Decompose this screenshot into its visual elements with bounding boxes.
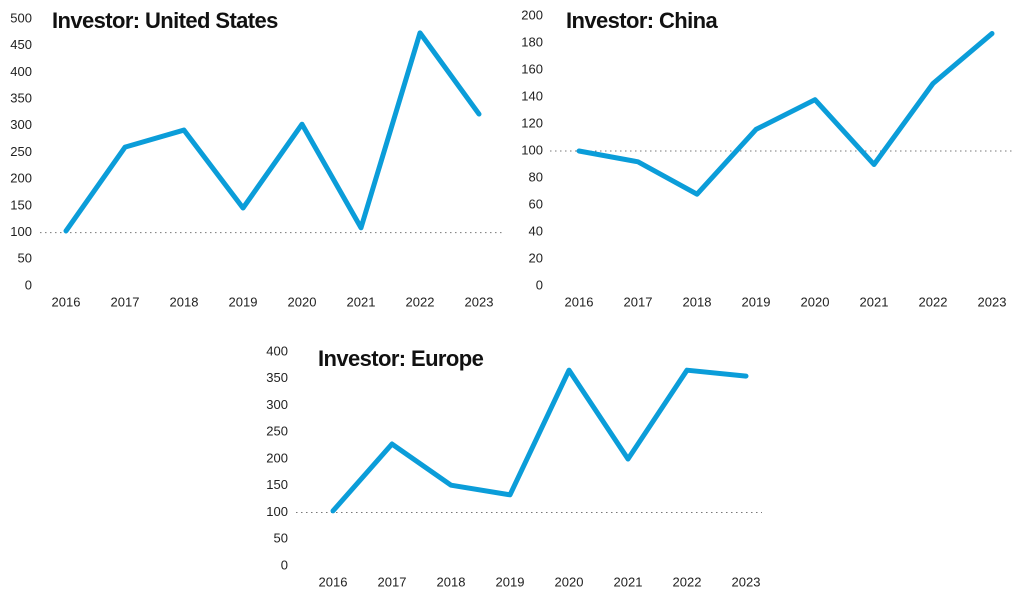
x-tick-label: 2019 <box>496 574 525 589</box>
y-tick-label: 0 <box>281 557 288 572</box>
x-tick-label: 2021 <box>860 294 889 309</box>
y-tick-label: 100 <box>266 504 288 519</box>
y-tick-label: 100 <box>521 142 543 157</box>
y-tick-label: 300 <box>10 117 32 132</box>
x-tick-label: 2023 <box>465 294 494 309</box>
data-line <box>330 367 749 514</box>
chart-title: Investor: Europe <box>318 346 484 371</box>
x-tick-label: 2021 <box>614 574 643 589</box>
x-tick-label: 2023 <box>978 294 1007 309</box>
x-tick-label: 2017 <box>624 294 653 309</box>
y-tick-label: 20 <box>529 250 543 265</box>
y-tick-label: 60 <box>529 196 543 211</box>
x-tick-label: 2022 <box>919 294 948 309</box>
y-tick-label: 180 <box>521 34 543 49</box>
x-tick-label: 2017 <box>378 574 407 589</box>
y-tick-label: 0 <box>25 277 32 292</box>
x-tick-label: 2020 <box>555 574 584 589</box>
y-tick-label: 200 <box>10 171 32 186</box>
x-tick-label: 2020 <box>288 294 317 309</box>
y-tick-label: 200 <box>266 450 288 465</box>
y-tick-label: 160 <box>521 61 543 76</box>
y-tick-label: 150 <box>266 477 288 492</box>
y-tick-label: 250 <box>266 424 288 439</box>
x-tick-label: 2016 <box>565 294 594 309</box>
y-tick-label: 120 <box>521 115 543 130</box>
x-tick-label: 2023 <box>732 574 761 589</box>
y-tick-label: 400 <box>10 64 32 79</box>
y-tick-label: 400 <box>266 343 288 358</box>
y-tick-label: 200 <box>521 7 543 22</box>
x-tick-label: 2019 <box>742 294 771 309</box>
chart-title: Investor: China <box>566 8 718 33</box>
y-tick-label: 500 <box>10 10 32 25</box>
y-tick-label: 0 <box>536 277 543 292</box>
x-tick-label: 2018 <box>683 294 712 309</box>
y-tick-label: 350 <box>266 370 288 385</box>
y-tick-label: 350 <box>10 91 32 106</box>
y-tick-label: 150 <box>10 197 32 212</box>
x-tick-label: 2020 <box>801 294 830 309</box>
chart-title: Investor: United States <box>52 8 278 33</box>
x-tick-label: 2021 <box>347 294 376 309</box>
y-tick-label: 40 <box>529 223 543 238</box>
x-tick-label: 2017 <box>111 294 140 309</box>
y-tick-label: 50 <box>18 251 32 266</box>
x-tick-label: 2022 <box>673 574 702 589</box>
x-tick-label: 2019 <box>229 294 258 309</box>
y-tick-label: 140 <box>521 88 543 103</box>
y-tick-label: 300 <box>266 397 288 412</box>
x-tick-label: 2022 <box>406 294 435 309</box>
x-tick-label: 2016 <box>319 574 348 589</box>
y-tick-label: 50 <box>274 531 288 546</box>
y-tick-label: 80 <box>529 169 543 184</box>
y-tick-label: 100 <box>10 224 32 239</box>
data-line <box>576 31 995 197</box>
data-line <box>63 30 482 234</box>
y-tick-label: 250 <box>10 144 32 159</box>
x-tick-label: 2018 <box>170 294 199 309</box>
y-tick-label: 450 <box>10 37 32 52</box>
x-tick-label: 2016 <box>52 294 81 309</box>
x-tick-label: 2018 <box>437 574 466 589</box>
